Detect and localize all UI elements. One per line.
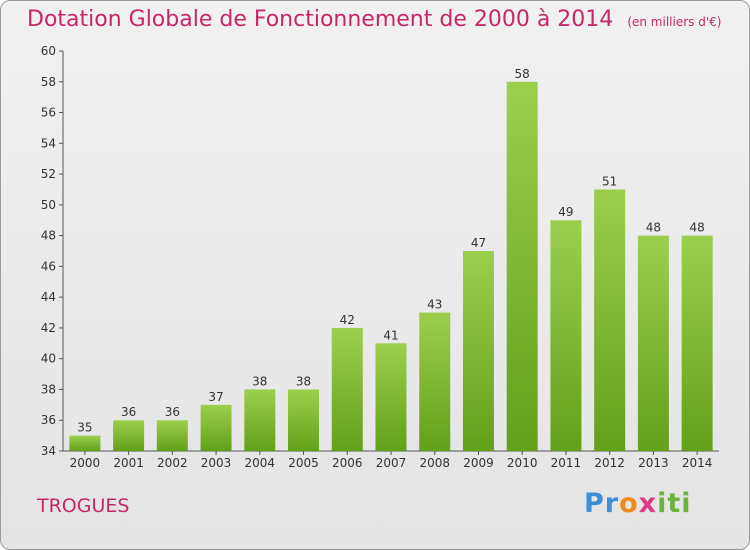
x-tick-label: 2006 bbox=[332, 456, 363, 470]
x-tick-label: 2013 bbox=[638, 456, 669, 470]
y-tick-label: 40 bbox=[41, 352, 56, 366]
y-tick-label: 58 bbox=[41, 75, 56, 89]
bar bbox=[419, 312, 451, 451]
x-tick-label: 2011 bbox=[551, 456, 582, 470]
bar bbox=[69, 435, 101, 451]
chart-title: Dotation Globale de Fonctionnement de 20… bbox=[27, 7, 721, 32]
x-tick-label: 2003 bbox=[201, 456, 232, 470]
bar-value-label: 41 bbox=[383, 328, 398, 342]
y-tick-label: 44 bbox=[41, 290, 56, 304]
bar bbox=[375, 343, 407, 451]
bar-value-label: 38 bbox=[296, 374, 311, 388]
x-tick-label: 2004 bbox=[245, 456, 276, 470]
proxiti-logo: Proxiti bbox=[584, 488, 692, 519]
bar-value-label: 36 bbox=[121, 405, 136, 419]
bar-value-label: 37 bbox=[208, 390, 223, 404]
x-tick-label: 2005 bbox=[288, 456, 319, 470]
y-tick-label: 54 bbox=[41, 136, 56, 150]
bar bbox=[200, 404, 232, 451]
bar bbox=[156, 420, 188, 451]
y-tick-label: 56 bbox=[41, 106, 56, 120]
bar bbox=[288, 389, 320, 451]
bar-value-label: 38 bbox=[252, 374, 267, 388]
bar-value-label: 58 bbox=[515, 67, 530, 81]
bar-value-label: 35 bbox=[77, 421, 92, 435]
bar bbox=[331, 327, 363, 451]
y-tick-label: 34 bbox=[41, 444, 56, 458]
bar-value-label: 42 bbox=[340, 313, 355, 327]
bar-value-label: 48 bbox=[646, 221, 661, 235]
bar bbox=[113, 420, 145, 451]
x-tick-label: 2012 bbox=[594, 456, 625, 470]
x-tick-label: 2014 bbox=[682, 456, 713, 470]
x-tick-label: 2008 bbox=[419, 456, 450, 470]
x-tick-label: 2007 bbox=[376, 456, 407, 470]
x-tick-label: 2010 bbox=[507, 456, 538, 470]
y-tick-label: 36 bbox=[41, 413, 56, 427]
bar-value-label: 49 bbox=[558, 205, 573, 219]
bar bbox=[594, 189, 626, 451]
bar-value-label: 43 bbox=[427, 298, 442, 312]
y-tick-label: 48 bbox=[41, 229, 56, 243]
commune-name: TROGUES bbox=[37, 495, 130, 517]
x-tick-label: 2009 bbox=[463, 456, 494, 470]
bar bbox=[637, 235, 669, 451]
bar-value-label: 51 bbox=[602, 174, 617, 188]
chart-title-text: Dotation Globale de Fonctionnement de 20… bbox=[27, 7, 614, 32]
chart-subtitle: (en milliers d'€) bbox=[627, 15, 722, 29]
bar bbox=[681, 235, 713, 451]
y-tick-label: 38 bbox=[41, 382, 56, 396]
bar-value-label: 47 bbox=[471, 236, 486, 250]
bar-value-label: 48 bbox=[689, 221, 704, 235]
y-tick-label: 46 bbox=[41, 259, 56, 273]
y-tick-label: 52 bbox=[41, 167, 56, 181]
y-tick-label: 60 bbox=[41, 44, 56, 58]
bar bbox=[550, 220, 582, 451]
bar bbox=[506, 81, 538, 452]
y-tick-label: 42 bbox=[41, 321, 56, 335]
y-tick-label: 50 bbox=[41, 198, 56, 212]
x-tick-label: 2002 bbox=[157, 456, 188, 470]
x-tick-label: 2000 bbox=[70, 456, 101, 470]
x-tick-label: 2001 bbox=[113, 456, 144, 470]
bar-value-label: 36 bbox=[165, 405, 180, 419]
bar bbox=[244, 389, 276, 451]
bar bbox=[462, 251, 494, 451]
